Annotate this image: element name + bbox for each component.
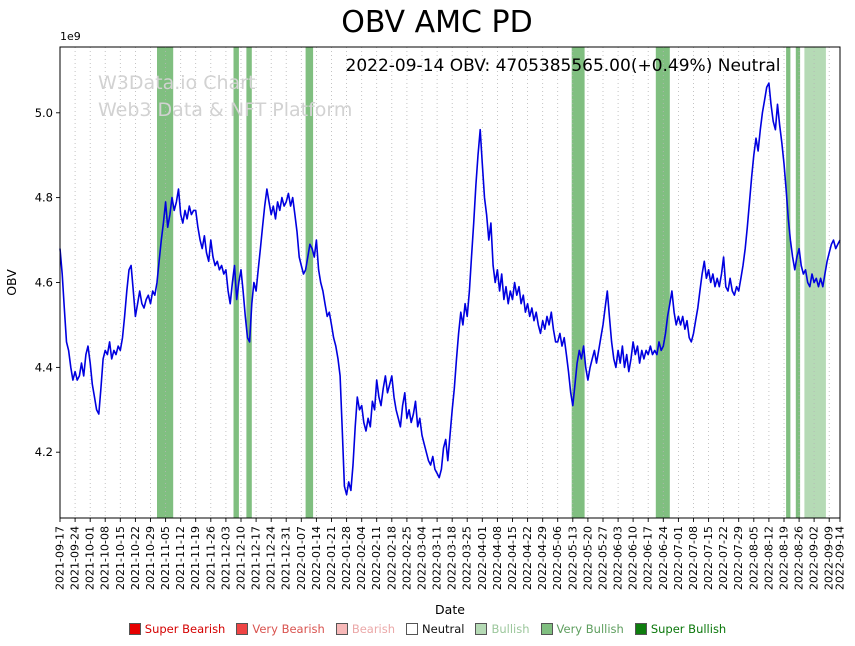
signal-band-very_bullish [571, 47, 585, 518]
signal-band-very_bullish [246, 47, 252, 518]
y-axis-offset-label: 1e9 [60, 30, 81, 43]
legend-label: Bullish [491, 622, 530, 636]
legend-label: Very Bearish [252, 622, 325, 636]
x-tick-label: 2022-01-14 [310, 526, 323, 590]
x-tick-label: 2022-06-10 [627, 526, 640, 590]
legend-label: Super Bearish [144, 622, 226, 636]
x-tick-label: 2022-09-14 [834, 526, 847, 590]
x-tick-label: 2021-12-31 [280, 526, 293, 590]
legend-label: Bearish [351, 622, 396, 636]
x-tick-label: 2022-03-18 [446, 526, 459, 590]
chart-title: OBV AMC PD [341, 5, 533, 40]
x-tick-label: 2022-02-04 [355, 526, 368, 590]
legend-item-very-bearish: Very Bearish [236, 622, 325, 636]
signal-band-very_bullish [786, 47, 791, 518]
x-tick-label: 2022-01-21 [325, 526, 338, 590]
x-tick-label: 2022-08-12 [762, 526, 775, 590]
legend-item-super-bearish: Super Bearish [128, 622, 226, 636]
signal-band-very_bullish [305, 47, 314, 518]
x-tick-label: 2022-06-17 [642, 526, 655, 590]
x-tick-label: 2021-10-15 [114, 526, 127, 590]
x-tick-label: 2022-05-13 [566, 526, 579, 590]
legend: Super Bearish Very Bearish Bearish Neutral B… [0, 619, 855, 639]
legend-item-super-bullish: Super Bullish [634, 622, 727, 636]
x-tick-label: 2022-01-28 [340, 526, 353, 590]
x-tick-label: 2022-05-27 [597, 526, 610, 590]
x-tick-label: 2022-07-29 [732, 526, 745, 590]
legend-label: Neutral [422, 622, 465, 636]
y-tick-label: 4.2 [35, 445, 53, 459]
x-tick-label: 2022-08-05 [747, 526, 760, 590]
x-tick-label: 2021-12-10 [235, 526, 248, 590]
x-tick-label: 2022-02-25 [400, 526, 413, 590]
y-tick-label: 4.8 [35, 191, 53, 205]
signal-band-bullish [804, 47, 826, 518]
y-axis-title: OBV [4, 269, 19, 296]
legend-label: Very Bullish [556, 622, 624, 636]
x-tick-label: 2022-03-04 [416, 526, 429, 590]
x-tick-label: 2021-10-01 [84, 526, 97, 590]
legend-label: Super Bullish [650, 622, 727, 636]
x-tick-label: 2022-01-07 [295, 526, 308, 590]
legend-swatch [634, 623, 647, 635]
x-tick-label: 2022-04-15 [506, 526, 519, 590]
x-tick-label: 2022-04-29 [536, 526, 549, 590]
x-tick-label: 2022-03-11 [431, 526, 444, 590]
x-tick-label: 2021-10-08 [99, 526, 112, 590]
x-axis-title: Date [435, 602, 465, 617]
obv-line [59, 82, 841, 496]
x-tick-label: 2022-04-01 [476, 526, 489, 590]
legend-swatch [128, 623, 141, 635]
x-tick-label: 2022-09-02 [808, 526, 821, 590]
y-tick-label: 4.6 [35, 276, 53, 290]
x-tick-label: 2021-10-29 [144, 526, 157, 590]
plot-frame [59, 46, 841, 519]
x-tick-label: 2021-09-17 [54, 526, 67, 590]
legend-swatch [236, 623, 249, 635]
legend-swatch [335, 623, 348, 635]
legend-swatch [540, 623, 553, 635]
x-tick-label: 2022-07-01 [672, 526, 685, 590]
legend-item-bearish: Bearish [335, 622, 396, 636]
signal-band-very_bullish [795, 47, 801, 518]
x-tick-label: 2022-08-26 [793, 526, 806, 590]
x-tick-label: 2021-10-22 [129, 526, 142, 590]
x-tick-label: 2021-11-26 [204, 526, 217, 590]
x-tick-label: 2022-05-20 [581, 526, 594, 590]
legend-item-very-bullish: Very Bullish [540, 622, 624, 636]
x-tick-label: 2022-08-19 [778, 526, 791, 590]
x-tick-label: 2022-06-03 [612, 526, 625, 590]
x-tick-label: 2021-12-03 [219, 526, 232, 590]
x-tick-label: 2021-09-24 [69, 526, 82, 590]
x-tick-label: 2022-07-15 [702, 526, 715, 590]
x-tick-label: 2022-02-11 [370, 526, 383, 590]
x-tick-label: 2022-09-09 [823, 526, 836, 590]
x-tick-label: 2022-06-24 [657, 526, 670, 590]
x-tick-label: 2021-11-19 [189, 526, 202, 590]
legend-item-bullish: Bullish [475, 622, 530, 636]
x-tick-label: 2022-07-08 [687, 526, 700, 590]
y-tick-label: 4.4 [35, 360, 53, 374]
legend-item-neutral: Neutral [406, 622, 464, 636]
x-tick-label: 2021-12-24 [265, 526, 278, 590]
x-tick-label: 2021-11-05 [159, 526, 172, 590]
x-tick-label: 2022-07-22 [717, 526, 730, 590]
y-tick-label: 5.0 [35, 106, 53, 120]
chart-subtitle: 2022-09-14 OBV: 4705385565.00(+0.49%) Ne… [345, 56, 781, 76]
legend-swatch [406, 623, 419, 635]
x-tick-label: 2022-03-25 [461, 526, 474, 590]
signal-band-very_bullish [157, 47, 174, 518]
x-tick-label: 2022-05-06 [551, 526, 564, 590]
x-tick-label: 2022-04-22 [521, 526, 534, 590]
x-tick-label: 2022-04-08 [491, 526, 504, 590]
legend-swatch [475, 623, 488, 635]
signal-band-very_bullish [655, 47, 670, 518]
x-tick-label: 2022-02-18 [385, 526, 398, 590]
x-tick-label: 2021-12-17 [250, 526, 263, 590]
x-tick-label: 2021-11-12 [174, 526, 187, 590]
